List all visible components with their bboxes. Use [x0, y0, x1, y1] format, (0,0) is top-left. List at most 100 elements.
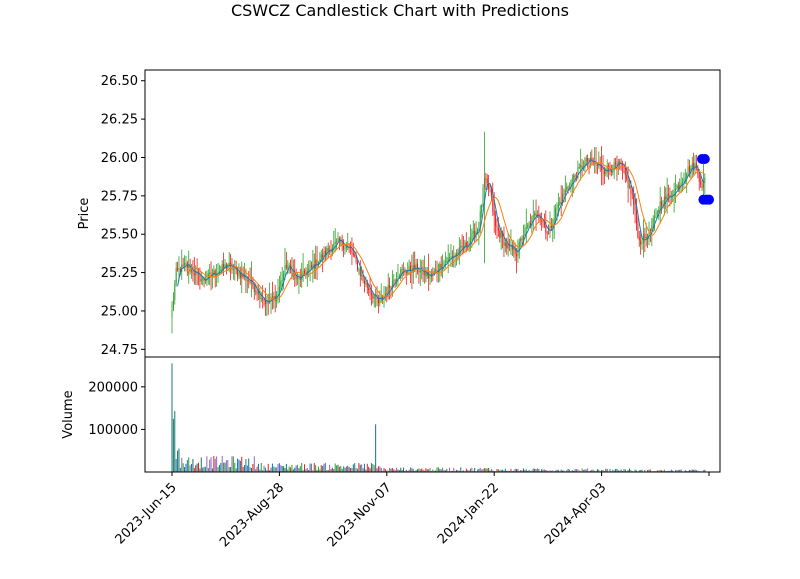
volume-bar [258, 464, 259, 472]
candle [660, 187, 661, 224]
candle [639, 231, 640, 247]
candle-body [533, 215, 534, 217]
volume-bar [286, 464, 287, 472]
candle-body [304, 271, 305, 274]
candle-body [424, 271, 425, 274]
volume-bar [460, 467, 461, 472]
candle-body [176, 268, 177, 284]
candle-body [614, 163, 615, 171]
candle-body [655, 212, 656, 216]
candle [183, 258, 184, 269]
candle [206, 271, 207, 286]
candle-body [653, 218, 654, 225]
candle [234, 260, 235, 281]
candle-body [230, 262, 231, 264]
candle [540, 213, 541, 225]
volume-bar [226, 460, 227, 472]
candle [608, 163, 609, 180]
candle-body [704, 178, 705, 181]
volume-bar [384, 468, 385, 472]
volume-bar [284, 468, 285, 472]
candle [655, 208, 656, 218]
candle [615, 158, 616, 168]
volume-bar [480, 468, 481, 472]
volume-bar [208, 468, 209, 472]
candle-body [308, 268, 309, 270]
candle-body [282, 280, 283, 281]
candle-body [191, 269, 192, 271]
candle-body [526, 227, 527, 229]
volume-bar [198, 463, 199, 472]
candle [510, 229, 511, 255]
volume-bar [227, 460, 228, 472]
candle [324, 246, 325, 261]
volume-bar [629, 469, 630, 472]
candle-body [279, 287, 280, 292]
candle-body [312, 264, 313, 266]
candle [647, 234, 648, 248]
candle-body [336, 241, 337, 242]
candle [483, 184, 484, 207]
price-ytick-label: 25.50 [101, 228, 138, 243]
candle-body [403, 269, 404, 270]
volume-bar [177, 451, 178, 472]
candle-body [671, 197, 672, 198]
volume-bar [418, 468, 419, 472]
volume-bar [192, 459, 193, 472]
candle [589, 158, 590, 174]
candle [686, 172, 687, 193]
candle-body [385, 294, 386, 296]
volume-bar [339, 467, 340, 472]
candle-body [255, 291, 256, 292]
candle [512, 242, 513, 256]
volume-bar [209, 460, 210, 472]
candle-body [335, 242, 336, 244]
candle [420, 259, 421, 286]
candle-body [619, 162, 620, 163]
candle [266, 296, 267, 316]
volume-bar [172, 363, 173, 472]
candle [181, 250, 182, 280]
candle-body [233, 269, 234, 270]
volume-bar [212, 468, 213, 472]
candle [286, 252, 287, 270]
candle-body [685, 178, 686, 179]
candle [278, 279, 279, 304]
candle-body [289, 265, 290, 267]
candle-body [625, 168, 626, 175]
candle [596, 147, 597, 174]
volume-bar [199, 468, 200, 472]
candle [251, 261, 252, 297]
candle-body [321, 254, 322, 259]
candle [174, 280, 175, 305]
candle [417, 259, 418, 275]
candle [397, 264, 398, 287]
candle-body [693, 163, 694, 170]
candle-body [605, 172, 606, 173]
candle-body [700, 182, 701, 185]
candle-body [379, 298, 380, 303]
volume-bar [215, 459, 216, 472]
candle [261, 292, 262, 302]
volume-bar [213, 456, 214, 472]
volume-bar [225, 463, 226, 472]
candle [534, 211, 535, 219]
candle-body [598, 165, 599, 166]
volume-bar [403, 468, 404, 472]
candle-body [194, 274, 195, 276]
candle-body [612, 171, 613, 172]
candle-body [683, 179, 684, 182]
candle-body [449, 257, 450, 258]
candle [176, 262, 177, 286]
volume-bar [174, 411, 175, 472]
volume-bar [240, 461, 241, 472]
candle [374, 295, 375, 308]
candle-body [555, 209, 556, 218]
candle [284, 248, 285, 280]
candle [264, 298, 265, 306]
volume-bar [411, 468, 412, 472]
candle [226, 262, 227, 274]
candle-body [506, 243, 507, 249]
candle [243, 266, 244, 279]
